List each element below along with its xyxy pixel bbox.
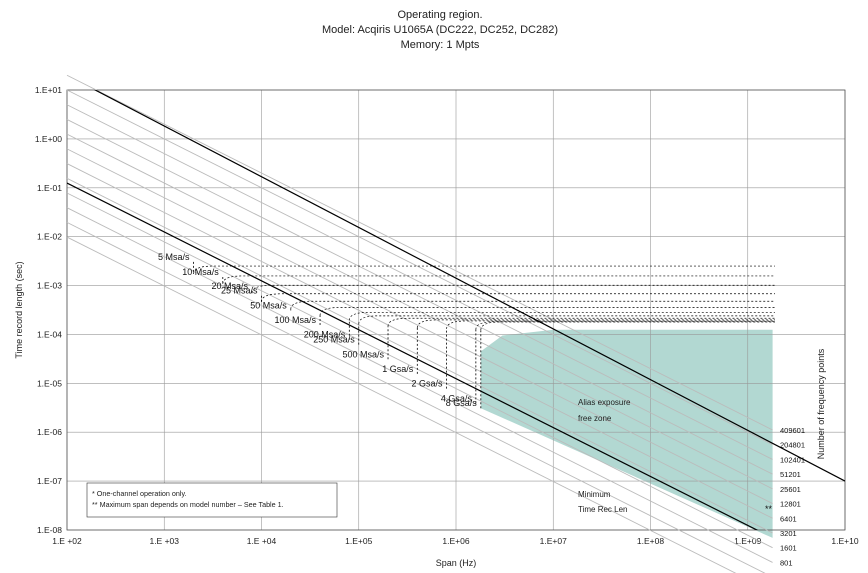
y-tick-label: 1.E-02 bbox=[37, 232, 62, 242]
frequency-line bbox=[66, 104, 773, 460]
plot-frame bbox=[66, 89, 846, 531]
y-tick-label: 1.E-08 bbox=[37, 525, 62, 535]
sample-rate-label: 100 Msa/s bbox=[275, 315, 317, 325]
sample-rate-label: 5 Msa/s bbox=[158, 252, 190, 262]
sample-rate-label: 200 Msa/s bbox=[304, 330, 346, 340]
y-tick-label: 1.E-06 bbox=[37, 427, 62, 437]
sample-rate-label: 500 Msa/s bbox=[342, 349, 384, 359]
sample-rate-dashed-top bbox=[290, 300, 775, 310]
frequency-point-label: 801 bbox=[780, 558, 793, 567]
min-time-rec-label-line-1: Minimum bbox=[578, 490, 611, 499]
frequency-line bbox=[66, 89, 773, 446]
chart-title-line-3: Memory: 1 Mpts bbox=[401, 39, 480, 51]
x-tick-label: 1.E +02 bbox=[52, 536, 82, 546]
alias-zone-label-line-2: free zone bbox=[578, 414, 612, 423]
y-tick-label: 1.E-04 bbox=[37, 329, 62, 339]
x-tick-label: 1.E +03 bbox=[149, 536, 179, 546]
y-tick-label: 1.E-07 bbox=[37, 476, 62, 486]
x-tick-label: 1.E+05 bbox=[345, 536, 372, 546]
frequency-line bbox=[66, 236, 737, 573]
y-tick-label: 1.E+00 bbox=[35, 134, 62, 144]
alias-free-zone bbox=[480, 329, 773, 538]
frequency-line bbox=[66, 192, 773, 549]
sample-rate-dashed-top bbox=[387, 317, 775, 327]
x-tick-label: 1.E+06 bbox=[442, 536, 469, 546]
x-tick-label: 1.E +04 bbox=[247, 536, 277, 546]
frequency-point-label: 6401 bbox=[780, 514, 797, 523]
sample-rate-label: 25 Msa/s bbox=[221, 286, 258, 296]
chart-title-line-2: Model: Acqiris U1065A (DC222, DC252, DC2… bbox=[322, 24, 558, 36]
frequency-line bbox=[66, 133, 773, 490]
y-tick-label: 1.E-05 bbox=[37, 378, 62, 388]
sample-rate-dashed-top bbox=[251, 284, 775, 294]
sample-rate-dashed-top bbox=[348, 311, 775, 321]
min-time-rec-label-line-2: Time Rec Len bbox=[578, 505, 628, 514]
sample-rate-label: 1 Gsa/s bbox=[382, 364, 414, 374]
boundary-line bbox=[67, 182, 759, 530]
sample-rate-dashed-top bbox=[358, 315, 775, 324]
x-tick-label: 1.E+07 bbox=[540, 536, 567, 546]
frequency-point-label: 409601 bbox=[780, 426, 805, 435]
chart-title-line-1: Operating region. bbox=[398, 9, 483, 21]
frequency-point-label: 25601 bbox=[780, 485, 801, 494]
sample-rate-label: 10 Msa/s bbox=[182, 267, 219, 277]
y-tick-label: 1.E+01 bbox=[35, 85, 62, 95]
sample-rate-dashed-top bbox=[319, 307, 775, 316]
x-tick-label: 1.E+09 bbox=[734, 536, 761, 546]
sample-rate-label: 250 Msa/s bbox=[313, 335, 355, 345]
frequency-point-label: 1601 bbox=[780, 544, 797, 553]
frequency-line bbox=[66, 74, 773, 431]
plot-area: 1.E +02 1.E +03 1.E +04 1.E+05 1.E+06 1.E+07 1… bbox=[35, 74, 859, 573]
boundary-line bbox=[93, 90, 845, 482]
y-tick-label: 1.E-01 bbox=[37, 183, 62, 193]
y-axis-label: Time record length (sec) bbox=[14, 261, 24, 358]
double-star-marker: ** bbox=[765, 504, 773, 514]
x-tick-label: 1.E+10 bbox=[831, 536, 858, 546]
sample-rate-label: 8 Gsa/s bbox=[446, 398, 478, 408]
notes-box bbox=[86, 482, 338, 518]
sample-rate-label: 4 Gsa/s bbox=[441, 393, 473, 403]
frequency-line bbox=[66, 148, 773, 504]
frequency-line bbox=[66, 119, 773, 475]
note-line: ** Maximum span depends on model number … bbox=[92, 500, 284, 509]
sample-rate-label: 2 Gsa/s bbox=[412, 379, 444, 389]
frequency-point-label: 3201 bbox=[780, 529, 797, 538]
frequency-point-label: 12801 bbox=[780, 500, 801, 509]
alias-zone-label-line-1: Alias exposure bbox=[578, 398, 631, 407]
x-tick-label: 1.E+08 bbox=[637, 536, 664, 546]
right-axis-label: Number of frequency points bbox=[816, 348, 826, 459]
sample-rate-label: 50 Msa/s bbox=[250, 300, 287, 310]
frequency-point-label: 204801 bbox=[780, 441, 805, 450]
sample-rate-dashed-top bbox=[416, 319, 775, 328]
frequency-point-label: 102401 bbox=[780, 455, 805, 464]
frequency-line bbox=[66, 163, 773, 519]
sample-rate-dashed-top bbox=[446, 320, 775, 329]
title-group: Operating region. Model: Acqiris U1065A … bbox=[322, 9, 558, 51]
frequency-line bbox=[66, 207, 773, 563]
y-tick-label: 1.E-03 bbox=[37, 281, 62, 291]
sample-rate-dashed-top bbox=[261, 293, 775, 302]
sample-rate-dashed-top bbox=[475, 321, 775, 330]
sample-rate-label: 20 Msa/s bbox=[212, 281, 249, 291]
sample-rate-dashed-top bbox=[222, 275, 775, 284]
sample-rate-dashed-top bbox=[480, 321, 775, 331]
x-axis-label: Span (Hz) bbox=[436, 558, 477, 568]
frequency-line bbox=[66, 221, 766, 573]
frequency-line bbox=[66, 177, 773, 534]
sample-rate-dashed-top bbox=[193, 265, 775, 275]
frequency-point-label: 51201 bbox=[780, 470, 801, 479]
note-line: * One-channel operation only. bbox=[92, 489, 187, 498]
